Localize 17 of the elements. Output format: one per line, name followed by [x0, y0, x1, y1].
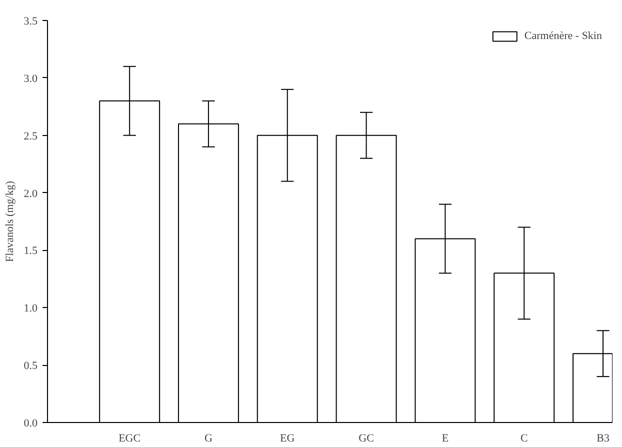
x-tick-label: G: [204, 432, 213, 444]
x-tick-label: EG: [280, 432, 295, 444]
x-tick-label: B3: [596, 432, 610, 444]
x-tick-label: C: [520, 432, 528, 444]
y-tick-label: 1.5: [24, 245, 38, 258]
x-tick-label: GC: [358, 432, 374, 444]
y-axis-title: Flavanols (mg/kg): [4, 180, 16, 262]
y-tick-label: 2.5: [24, 130, 38, 142]
legend-label: Carménère - Skin: [524, 30, 602, 42]
y-tick-label: 0.5: [24, 360, 38, 372]
y-tick-label: 3.5: [24, 16, 38, 28]
y-tick-label: 0.0: [24, 418, 38, 430]
x-tick-label: E: [442, 432, 449, 444]
y-tick-label: 2.0: [24, 188, 38, 200]
y-tick-label: 1.0: [24, 302, 38, 315]
y-tick-label: 3.0: [24, 72, 38, 85]
x-tick-label: EGC: [118, 432, 141, 444]
